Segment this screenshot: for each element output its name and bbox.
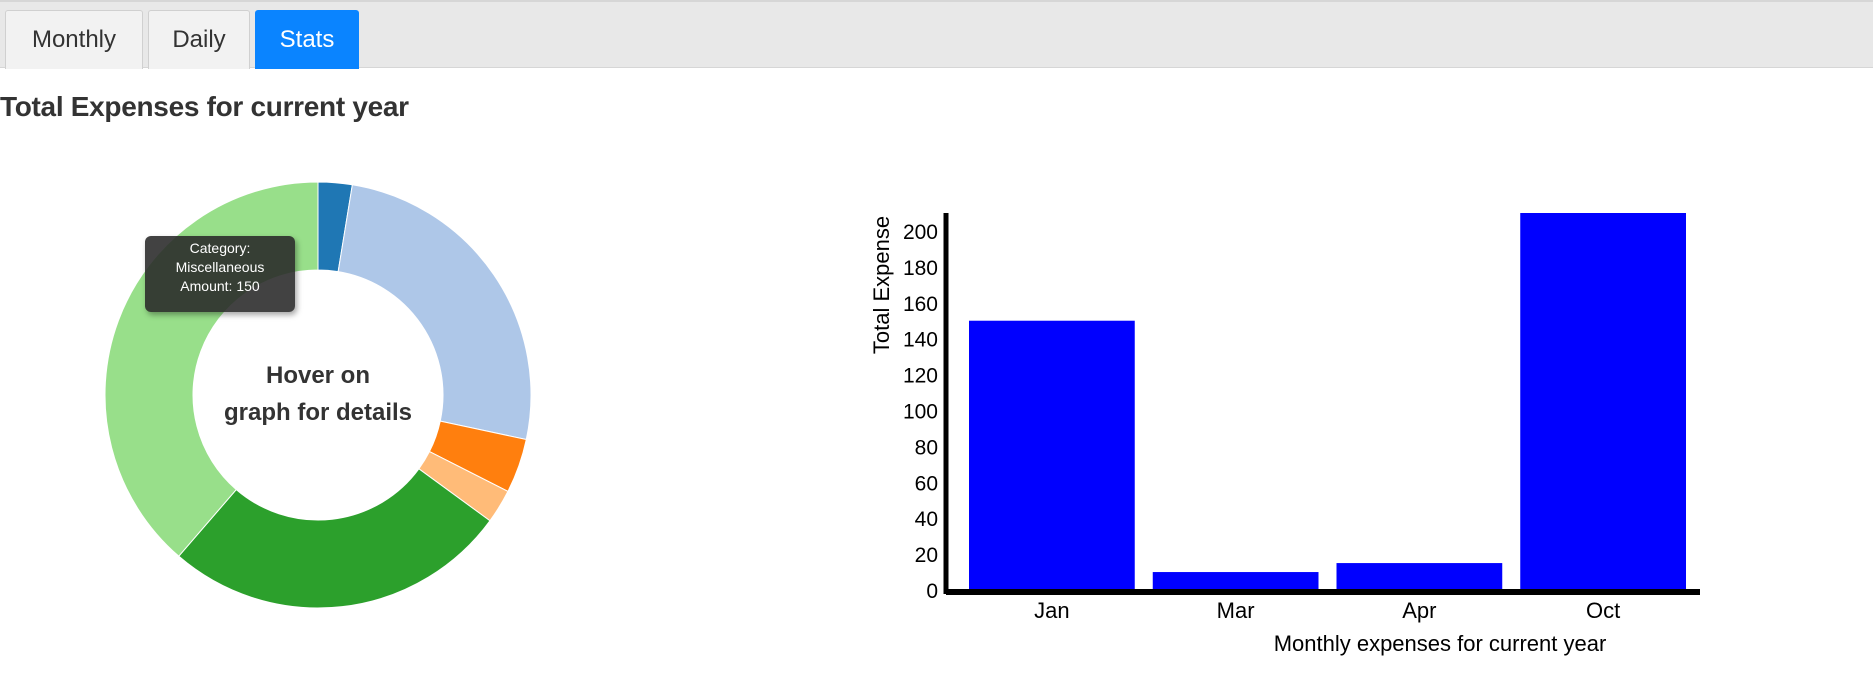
y-tick-label: 160 — [903, 293, 938, 316]
y-axis-label: Total Expense — [869, 216, 894, 354]
donut-slice-5[interactable] — [178, 468, 491, 609]
bar-oct[interactable] — [1520, 213, 1686, 590]
bar-mar[interactable] — [1152, 572, 1319, 590]
tab-stats[interactable]: Stats — [255, 10, 359, 69]
y-tick-label: 140 — [903, 329, 938, 352]
x-axis-label: Monthly expenses for current year — [1274, 631, 1607, 656]
tab-bar: Monthly Daily Stats — [0, 0, 1873, 69]
y-tick-label: 0 — [926, 580, 938, 603]
x-tick-label: Apr — [1402, 598, 1436, 623]
donut-slice-2[interactable] — [337, 184, 532, 441]
page-title: Total Expenses for current year — [0, 91, 409, 122]
tooltip-amount: Amount: 150 — [180, 278, 260, 294]
y-tick-label: 120 — [903, 365, 938, 388]
y-tick-label: 180 — [903, 257, 938, 280]
donut-center-label: Hover on graph for details — [213, 357, 423, 431]
y-tick-label: 80 — [915, 436, 938, 459]
bar-jan[interactable] — [969, 320, 1135, 590]
tab-daily[interactable]: Daily — [148, 10, 250, 69]
donut-center-line-1: Hover on — [265, 362, 370, 389]
y-tick-label: 100 — [903, 400, 938, 423]
bar-apr[interactable] — [1336, 563, 1503, 590]
tooltip-category-value: Miscellaneous — [175, 259, 265, 275]
donut-tooltip: Category: Miscellaneous Amount: 150 — [145, 236, 295, 312]
y-tick-label: 60 — [915, 472, 938, 495]
x-tick-label: Oct — [1586, 598, 1620, 623]
y-tick-label: 200 — [903, 221, 938, 244]
tab-monthly[interactable]: Monthly — [5, 10, 143, 69]
donut-center-line-2: graph for details — [223, 399, 413, 426]
x-tick-label: Mar — [1217, 598, 1255, 623]
y-tick-label: 40 — [915, 508, 938, 531]
x-tick-label: Jan — [1034, 598, 1069, 623]
y-tick-label: 20 — [915, 544, 938, 567]
tooltip-category-label: Category: — [189, 240, 251, 256]
